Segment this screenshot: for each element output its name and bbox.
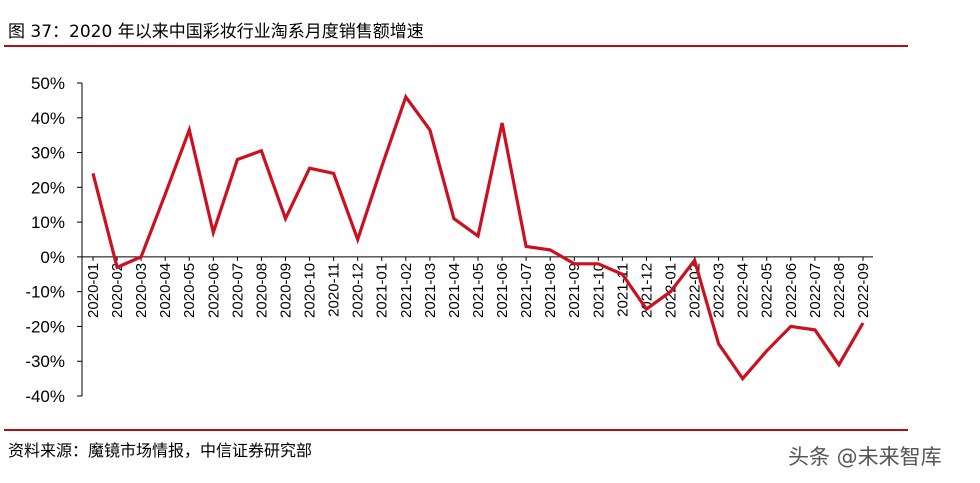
x-tick-label: 2021-08 [542, 263, 559, 318]
series-line [91, 93, 865, 382]
x-tick-label: 2020-11 [326, 263, 343, 317]
x-tick-label: 2020-04 [157, 263, 174, 318]
x-tick-label: 2020-09 [278, 263, 295, 318]
x-tick-label: 2021-01 [374, 263, 391, 318]
x-tick-label: 2022-02 [687, 263, 704, 318]
x-tick-label: 2020-05 [181, 263, 198, 318]
title-divider [4, 45, 908, 47]
x-tick-label: 2020-10 [302, 263, 319, 318]
y-tick-label: 10% [31, 213, 65, 232]
x-tick-label: 2021-09 [566, 263, 583, 318]
y-tick-label: 40% [31, 109, 65, 128]
x-tick-label: 2021-02 [398, 263, 415, 318]
y-tick-label: 30% [31, 144, 65, 163]
y-tick-label: -20% [25, 317, 65, 336]
x-tick-label: 2022-09 [855, 263, 872, 318]
x-tick-label: 2022-07 [807, 263, 824, 318]
x-tick-label: 2021-03 [422, 263, 439, 318]
source-divider [4, 429, 908, 431]
x-tick-label: 2021-05 [470, 263, 487, 318]
y-tick-label: 0% [40, 248, 65, 267]
x-tick-label: 2022-08 [831, 263, 848, 318]
x-tick-label: 2022-06 [783, 263, 800, 318]
x-tick-label: 2022-05 [759, 263, 776, 318]
x-tick-label: 2020-01 [85, 263, 102, 318]
x-tick-label: 2020-06 [205, 263, 222, 318]
x-tick-label: 2021-06 [494, 263, 511, 318]
source-note: 资料来源：魔镜市场情报，中信证券研究部 [8, 441, 313, 460]
y-tick-label: 20% [31, 178, 65, 197]
x-tick-label: 2021-10 [590, 263, 607, 318]
x-tick-label: 2020-02 [109, 263, 126, 318]
x-tick-label: 2020-07 [229, 263, 246, 318]
x-tick-label: 2020-12 [350, 263, 367, 318]
x-tick-label: 2021-04 [446, 263, 463, 318]
x-tick-label: 2022-03 [711, 263, 728, 318]
x-tick-label: 2020-08 [253, 263, 270, 318]
y-tick-label: -30% [25, 352, 65, 371]
x-tick-label: 2021-11 [614, 263, 631, 317]
series-group [91, 93, 865, 382]
y-tick-label: -40% [25, 387, 65, 406]
x-tick-label: 2022-04 [735, 263, 752, 318]
y-tick-label: -10% [25, 283, 65, 302]
watermark: 头条 @未来智库 [788, 445, 942, 469]
y-axis: 50% 40% 30% 20% 10% 0% -10% -20% -30% -40% [25, 74, 83, 406]
x-tick-label: 2020-03 [133, 263, 150, 318]
line-chart: 50% 40% 30% 20% 10% 0% -10% -20% -30% -40% 2020-0… [25, 74, 873, 406]
y-tick-label: 50% [31, 74, 65, 93]
x-axis: 2020-01 2020-02 2020-03 2020-04 2020-05 2020-… [82, 256, 873, 318]
x-tick-label: 2021-07 [518, 263, 535, 318]
figure-title: 图 37：2020 年以来中国彩妆行业淘系月度销售额增速 [8, 22, 424, 42]
